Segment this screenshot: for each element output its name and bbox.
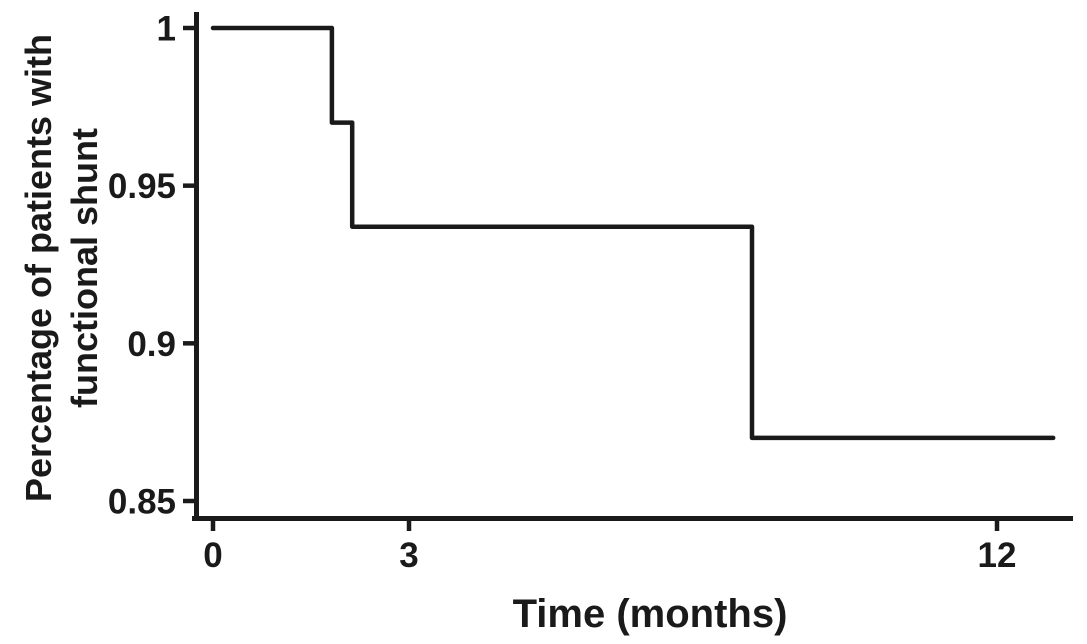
x-tick-label: 3: [399, 536, 418, 575]
y-axis-title-line-1: Percentage of patients with: [18, 33, 59, 503]
survival-curve: [210, 25, 1056, 441]
y-axis-title-line-2: functional shunt: [64, 128, 105, 408]
x-axis-title: Time (months): [512, 592, 788, 636]
ticks-layer: 1 0.95 0.9 0.85 0 3 12: [108, 10, 1017, 576]
y-tick-label: 0.9: [127, 325, 176, 364]
x-tick-label: 12: [978, 536, 1017, 575]
y-axis-title: Percentage of patients with functional s…: [16, 0, 108, 568]
y-tick-label: 1: [157, 10, 176, 49]
x-tick-label: 0: [203, 536, 222, 575]
y-tick-label: 0.85: [108, 483, 176, 522]
y-tick-label: 0.95: [108, 167, 176, 206]
